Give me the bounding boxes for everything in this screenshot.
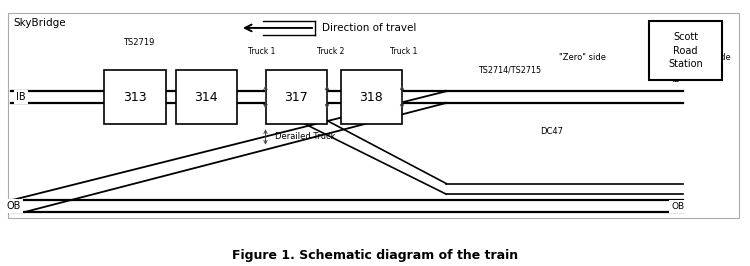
Bar <box>340 70 402 124</box>
Text: Derailed Truck: Derailed Truck <box>274 132 335 142</box>
Text: Truck 1: Truck 1 <box>248 47 275 56</box>
Text: 318: 318 <box>359 91 383 103</box>
Text: Scott
Road
Station: Scott Road Station <box>668 32 703 69</box>
Text: Truck 1: Truck 1 <box>390 47 417 56</box>
Text: Figure 1. Schematic diagram of the train: Figure 1. Schematic diagram of the train <box>232 249 518 262</box>
Text: DC47: DC47 <box>540 127 563 136</box>
Bar <box>104 70 166 124</box>
Text: OB: OB <box>671 202 684 211</box>
Text: 314: 314 <box>194 91 218 103</box>
Text: 313: 313 <box>123 91 147 103</box>
Bar <box>176 70 237 124</box>
Text: IB: IB <box>671 74 680 84</box>
Text: TS2719: TS2719 <box>123 38 154 47</box>
Text: 317: 317 <box>284 91 308 103</box>
Text: Direction of travel: Direction of travel <box>322 23 417 33</box>
Text: Truck 2: Truck 2 <box>317 47 344 56</box>
Text: "Zero" side: "Zero" side <box>559 53 606 62</box>
Text: "One" side: "One" side <box>686 53 731 62</box>
Text: TS2714/TS2715: TS2714/TS2715 <box>478 66 542 75</box>
Bar <box>266 70 327 124</box>
Bar <box>8 13 739 218</box>
Bar <box>649 21 722 80</box>
Text: SkyBridge: SkyBridge <box>13 18 66 28</box>
Text: OB: OB <box>6 201 21 211</box>
Text: IB: IB <box>16 92 26 102</box>
